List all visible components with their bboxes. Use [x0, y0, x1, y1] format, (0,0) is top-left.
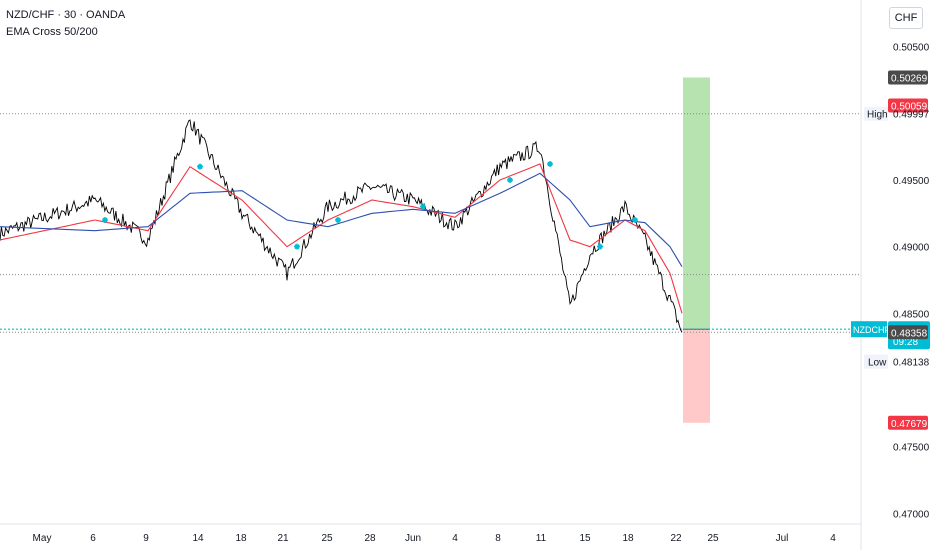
countdown-label: 09:28 [893, 337, 918, 348]
time-tick-label: 15 [579, 533, 591, 544]
low-label: Low [868, 358, 887, 369]
price-tick-label: 0.50500 [893, 43, 930, 54]
tp-price-tag-bg [888, 70, 928, 85]
time-tick-label: 25 [321, 533, 333, 544]
price-tick-label: 0.49500 [893, 176, 930, 187]
high-label: High [867, 110, 888, 121]
ema-cross-marker[interactable] [102, 217, 108, 223]
ema-fast-line[interactable] [0, 163, 683, 314]
time-tick-label: Jul [776, 533, 789, 544]
time-tick-label: 25 [707, 533, 719, 544]
profit-zone[interactable] [683, 77, 710, 330]
high-price-label: 0.49997 [893, 110, 930, 121]
price-tick-label: 0.47500 [893, 443, 930, 454]
low-label-bg [864, 354, 888, 369]
time-tick-label: May [33, 533, 52, 544]
time-tick-label: 22 [670, 533, 682, 544]
high-label-bg [864, 106, 888, 121]
currency-button[interactable]: CHF [889, 7, 923, 29]
ema-cross-marker[interactable] [597, 243, 603, 250]
low-price-label: 0.48138 [893, 358, 930, 369]
time-tick-label: 6 [90, 533, 96, 544]
ema-cross-marker[interactable] [632, 217, 638, 223]
chart-title[interactable]: NZD/CHF · 30 · OANDA [6, 9, 126, 21]
ema-cross-marker[interactable] [507, 177, 513, 183]
time-tick-label: 14 [192, 533, 204, 544]
loss-zone[interactable] [683, 329, 710, 423]
ema-slow-line[interactable] [0, 172, 683, 267]
ema-cross-marker[interactable] [420, 203, 426, 210]
time-tick-label: 4 [452, 533, 458, 544]
time-tick-label: 18 [622, 533, 634, 544]
time-tick-label: 28 [364, 533, 376, 544]
stop-ref-tag: 0.48358 [891, 328, 928, 339]
stop-price-tag: 0.47679 [891, 419, 928, 430]
time-tick-label: 4 [830, 533, 836, 544]
stop-ref-tag-bg [888, 325, 928, 340]
stop-price-tag-bg [888, 415, 928, 430]
time-tick-label: Jun [405, 533, 421, 544]
time-tick-label: 8 [495, 533, 501, 544]
indicator-label[interactable]: EMA Cross 50/200 [6, 26, 98, 38]
ema-cross-marker[interactable] [547, 161, 553, 167]
tp-price-tag: 0.50269 [891, 73, 928, 84]
ema-cross-marker[interactable] [335, 217, 341, 223]
target-price-tag-bg [888, 98, 928, 113]
price-tick-label: 0.49000 [893, 243, 930, 254]
symbol-tag-bg [851, 321, 887, 338]
price-tick-label: 0.48500 [893, 309, 930, 320]
price-series[interactable] [0, 119, 683, 333]
symbol-tag: NZDCHF [853, 325, 890, 335]
target-price-tag: 0.50059 [891, 101, 928, 112]
time-tick-label: 11 [536, 533, 547, 544]
time-tick-label: 21 [277, 533, 289, 544]
time-tick-label: 9 [143, 533, 149, 544]
time-tick-label: 18 [235, 533, 247, 544]
ema-cross-marker[interactable] [294, 243, 300, 250]
price-tick-label: 0.47000 [893, 509, 930, 520]
ema-cross-marker[interactable] [197, 163, 203, 170]
